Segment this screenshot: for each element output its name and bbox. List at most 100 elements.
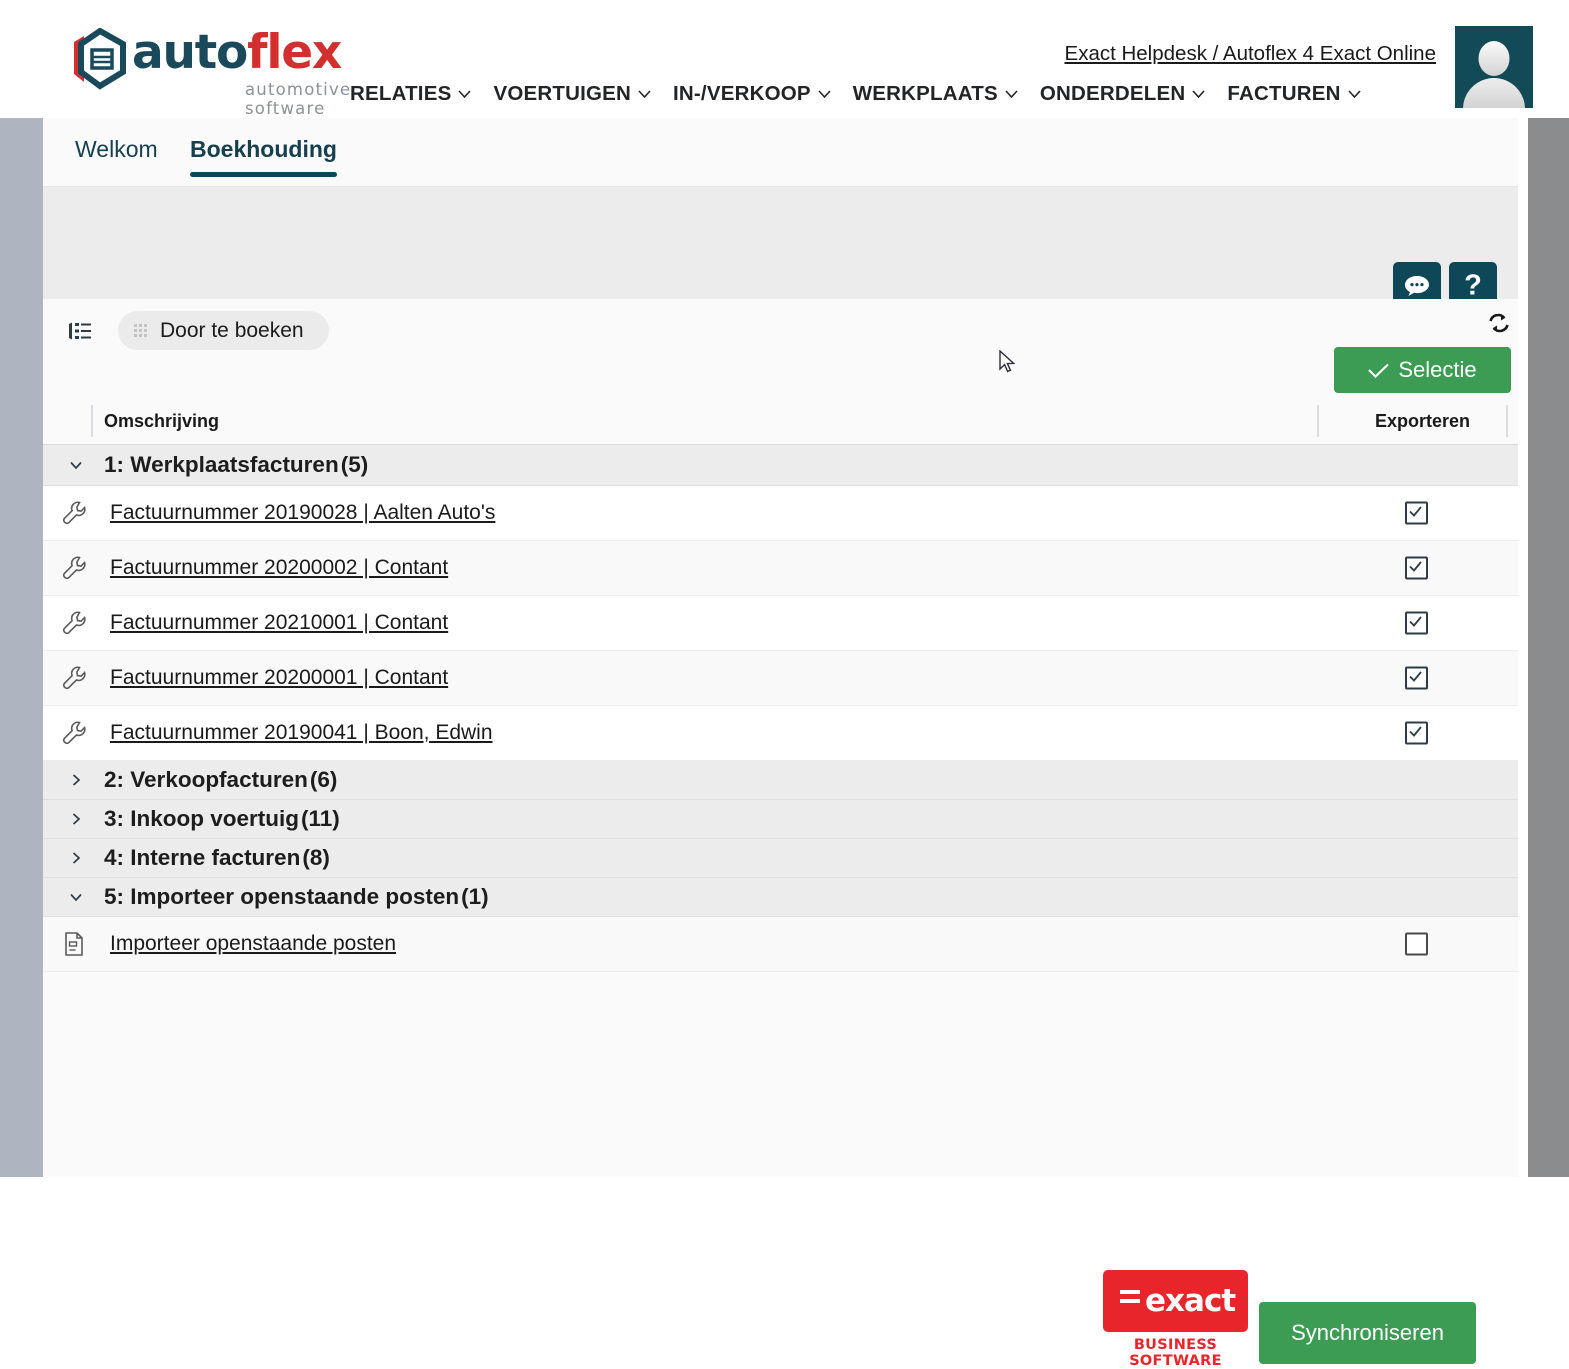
- app-tab-strip: Welkom Boekhouding: [43, 118, 1518, 187]
- invoice-link[interactable]: Factuurnummer 20190041 | Boon, Edwin: [110, 721, 493, 744]
- table-header: Omschrijving Exporteren: [43, 398, 1518, 445]
- chevron-down-icon: [1348, 90, 1361, 98]
- top-header: autoflex automotive software RELATIES VO…: [0, 0, 1569, 118]
- refresh-icon[interactable]: [1487, 311, 1511, 335]
- list-view-icon[interactable]: [69, 321, 91, 341]
- export-checkbox[interactable]: [1405, 501, 1428, 525]
- wrench-icon: [59, 553, 89, 583]
- column-header-omschrijving: Omschrijving: [104, 411, 220, 431]
- header-divider: [1317, 405, 1319, 437]
- chevron-down-icon: [1192, 90, 1205, 98]
- exact-logo-word: exact: [1145, 1283, 1236, 1319]
- nav-item-voertuigen[interactable]: VOERTUIGEN: [493, 82, 651, 106]
- exact-logo-subtitle: BUSINESS SOFTWARE: [1129, 1337, 1222, 1369]
- group-row-importeer-openstaande-posten[interactable]: 5: Importeer openstaande posten(1): [43, 878, 1518, 917]
- invoice-link[interactable]: Factuurnummer 20190028 | Aalten Auto's: [110, 501, 496, 524]
- group-row-verkoopfacturen[interactable]: 2: Verkoopfacturen(6): [43, 761, 1518, 800]
- left-gutter: [0, 118, 43, 1177]
- group-row-inkoop-voertuig[interactable]: 3: Inkoop voertuig(11): [43, 800, 1518, 839]
- export-checkbox[interactable]: [1405, 611, 1428, 635]
- header-divider: [91, 405, 93, 437]
- equals-icon: [1120, 1290, 1140, 1294]
- wrench-icon: [59, 718, 89, 748]
- group-count: (8): [302, 845, 330, 870]
- filter-chip-door-te-boeken[interactable]: Door te boeken: [118, 311, 329, 350]
- question-mark-icon: ?: [1464, 269, 1482, 302]
- drag-grip-icon: [134, 323, 148, 338]
- table-body: 1: Werkplaatsfacturen(5) Factuurnummer 2…: [43, 445, 1518, 972]
- autoflex-wordmark: autoflex: [132, 25, 342, 80]
- group-title: 1: Werkplaatsfacturen(5): [104, 452, 368, 478]
- grid-toolbar: Door te boeken Selectie: [43, 299, 1518, 398]
- group-count: (6): [309, 767, 338, 792]
- table-row[interactable]: Factuurnummer 20210001 | Contant: [43, 596, 1518, 651]
- nav-item-werkplaats[interactable]: WERKPLAATS: [853, 82, 1018, 106]
- nav-label: VOERTUIGEN: [493, 82, 631, 105]
- group-row-interne-facturen[interactable]: 4: Interne facturen(8): [43, 839, 1518, 878]
- group-count: (11): [301, 806, 340, 831]
- exact-logo: exact BUSINESS SOFTWARE: [1103, 1270, 1248, 1369]
- group-title: 3: Inkoop voertuig(11): [104, 806, 340, 832]
- invoice-link[interactable]: Factuurnummer 20200002 | Contant: [110, 556, 449, 579]
- chevron-down-icon: [69, 890, 83, 904]
- avatar-head: [1478, 41, 1510, 76]
- table-row[interactable]: Factuurnummer 20190041 | Boon, Edwin: [43, 706, 1518, 761]
- user-account-link[interactable]: Exact Helpdesk / Autoflex 4 Exact Online: [1064, 42, 1436, 65]
- chevron-down-icon: [458, 90, 472, 98]
- autoflex-garage-icon: [70, 27, 132, 90]
- group-name: Inkoop voertuig: [130, 806, 300, 831]
- import-link[interactable]: Importeer openstaande posten: [110, 932, 397, 955]
- filter-chip-label: Door te boeken: [160, 318, 304, 342]
- group-name: Werkplaatsfacturen: [130, 452, 339, 477]
- tab-welkom[interactable]: Welkom: [75, 136, 158, 162]
- group-count: (1): [461, 884, 489, 909]
- group-index: 5:: [104, 884, 125, 909]
- logo-subtitle: automotive software: [245, 80, 352, 118]
- group-index: 2:: [104, 767, 125, 792]
- app-frame: Welkom Boekhouding ? Door te boeken Resu…: [43, 118, 1518, 1369]
- avatar[interactable]: [1455, 26, 1533, 108]
- chevron-down-icon: [1005, 90, 1018, 98]
- group-row-werkplaatsfacturen[interactable]: 1: Werkplaatsfacturen(5): [43, 445, 1518, 486]
- avatar-body: [1463, 78, 1525, 108]
- wrench-icon: [59, 663, 89, 693]
- group-name: Verkoopfacturen: [130, 767, 308, 792]
- table-row[interactable]: Importeer openstaande posten: [43, 917, 1518, 972]
- main-navigation: RELATIES VOERTUIGEN IN-/VERKOOP WERKPLAA…: [350, 82, 1383, 106]
- tab-boekhouding[interactable]: Boekhouding: [190, 136, 337, 177]
- group-title: 5: Importeer openstaande posten(1): [104, 884, 489, 910]
- export-checkbox[interactable]: [1405, 666, 1428, 690]
- nav-label: ONDERDELEN: [1039, 82, 1186, 105]
- logo-word-flex: flex: [247, 25, 342, 80]
- chevron-down-icon: [818, 90, 831, 98]
- nav-item-in-verkoop[interactable]: IN-/VERKOOP: [673, 82, 831, 106]
- column-header-exporteren: Exporteren: [1375, 411, 1471, 431]
- nav-item-onderdelen[interactable]: ONDERDELEN: [1040, 82, 1206, 106]
- autoflex-logo[interactable]: autoflex automotive software: [70, 25, 350, 118]
- group-index: 3:: [104, 806, 125, 831]
- right-gutter-inner: [1518, 118, 1528, 1177]
- document-icon: [59, 929, 89, 959]
- content-panel: Door te boeken Selectie Om: [43, 299, 1518, 1369]
- table-row[interactable]: Factuurnummer 20200002 | Contant: [43, 541, 1518, 596]
- selectie-button[interactable]: Selectie: [1334, 347, 1511, 393]
- export-checkbox[interactable]: [1405, 932, 1428, 956]
- header-divider: [1506, 405, 1508, 437]
- nav-item-relaties[interactable]: RELATIES: [350, 82, 472, 106]
- check-icon: [1368, 363, 1390, 378]
- table-row[interactable]: Factuurnummer 20200001 | Contant: [43, 651, 1518, 706]
- invoice-link[interactable]: Factuurnummer 20200001 | Contant: [110, 666, 449, 689]
- export-checkbox[interactable]: [1405, 556, 1428, 580]
- table-row[interactable]: Factuurnummer 20190028 | Aalten Auto's: [43, 486, 1518, 541]
- chat-bubble-icon: [1405, 276, 1429, 296]
- chevron-down-icon: [638, 90, 651, 98]
- invoice-link[interactable]: Factuurnummer 20210001 | Contant: [110, 611, 449, 634]
- synchroniseren-button[interactable]: Synchroniseren: [1259, 1302, 1476, 1364]
- chevron-down-icon: [69, 458, 83, 472]
- group-title: 2: Verkoopfacturen(6): [104, 767, 337, 793]
- exact-logo-box: exact: [1103, 1270, 1248, 1332]
- nav-item-facturen[interactable]: FACTUREN: [1227, 82, 1361, 106]
- nav-label: FACTUREN: [1227, 82, 1341, 105]
- export-checkbox[interactable]: [1405, 721, 1428, 745]
